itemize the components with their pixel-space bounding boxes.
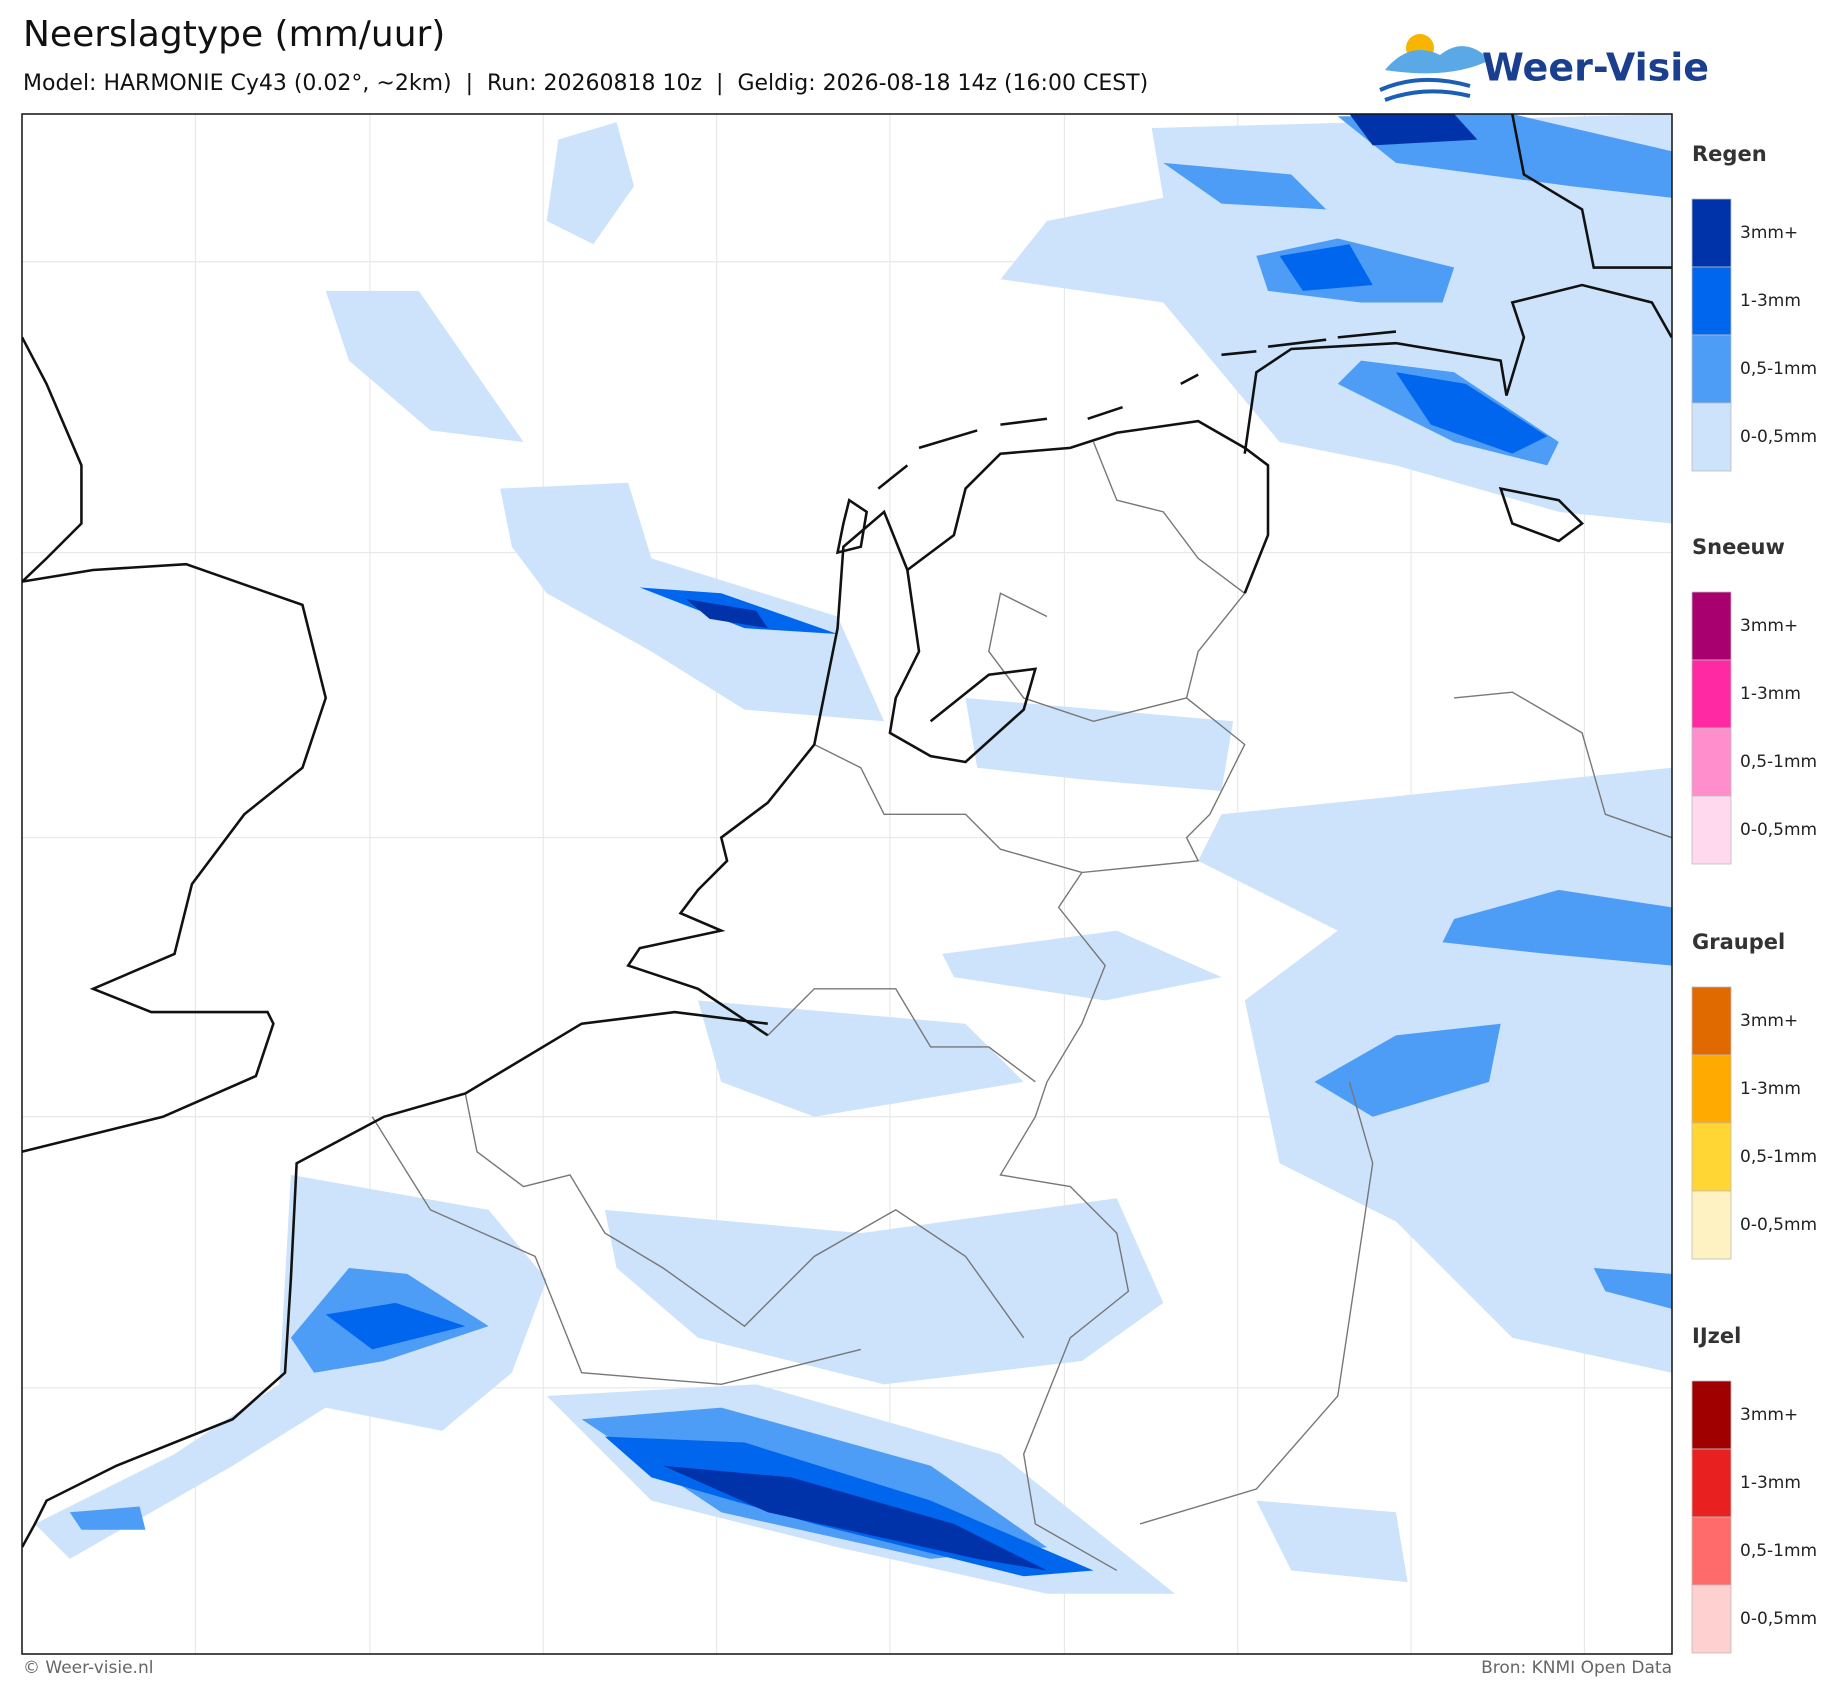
legend-swatch [1691, 727, 1732, 797]
legend-label: 0-0,5mm [1740, 427, 1817, 447]
legend-swatch [1691, 334, 1732, 404]
legend-label: 3mm+ [1740, 1405, 1798, 1425]
legend-label: 3mm+ [1740, 223, 1798, 243]
legend-swatch [1691, 1516, 1732, 1586]
legend-label: 0,5-1mm [1740, 1147, 1817, 1167]
legend-heading: Graupel [1692, 930, 1785, 954]
legend-label: 0,5-1mm [1740, 1541, 1817, 1561]
legend-label: 3mm+ [1740, 616, 1798, 636]
legend-label: 0-0,5mm [1740, 1215, 1817, 1235]
legend-label: 1-3mm [1740, 1079, 1801, 1099]
legend-swatch [1691, 1190, 1732, 1260]
legend-label: 1-3mm [1740, 291, 1801, 311]
coastlines [22, 114, 1672, 1548]
legend-swatch [1691, 198, 1732, 268]
legend-heading: Sneeuw [1692, 535, 1785, 559]
legend-swatch [1691, 1054, 1732, 1124]
borders [371, 441, 1672, 1572]
legend-label: 3mm+ [1740, 1011, 1798, 1031]
legend-label: 0,5-1mm [1740, 359, 1817, 379]
map-frame [21, 113, 1673, 1655]
logo: Weer-Visie [1379, 34, 1709, 102]
legend-swatch [1691, 266, 1732, 336]
legend-label: 1-3mm [1740, 1473, 1801, 1493]
legend: Regen 3mm+ 1-3mm 0,5-1mm 0-0,5mm Sneeuw 3mm+ 1-… [1691, 142, 1817, 1654]
source: Bron: KNMI Open Data [1481, 1658, 1672, 1678]
legend-label: 0-0,5mm [1740, 1609, 1817, 1629]
logo-text: Weer-Visie [1482, 46, 1709, 90]
legend-heading: Regen [1692, 142, 1767, 166]
legend-swatch [1691, 591, 1732, 661]
legend-heading: IJzel [1692, 1324, 1741, 1348]
legend-swatch [1691, 1584, 1732, 1654]
legend-label: 1-3mm [1740, 684, 1801, 704]
legend-swatch [1691, 986, 1732, 1056]
legend-swatch [1691, 1122, 1732, 1192]
legend-swatch [1691, 1448, 1732, 1518]
subtitle: Model: HARMONIE Cy43 (0.02°, ~2km) | Run… [23, 71, 1148, 96]
legend-label: 0-0,5mm [1740, 820, 1817, 840]
map [22, 114, 1672, 1654]
legend-swatch [1691, 795, 1732, 865]
legend-label: 0,5-1mm [1740, 752, 1817, 772]
legend-swatch [1691, 402, 1732, 472]
precipitation [34, 114, 1672, 1594]
title: Neerslagtype (mm/uur) [23, 14, 445, 55]
legend-swatch [1691, 1380, 1732, 1450]
copyright: © Weer-visie.nl [23, 1658, 153, 1678]
legend-swatch [1691, 659, 1732, 729]
